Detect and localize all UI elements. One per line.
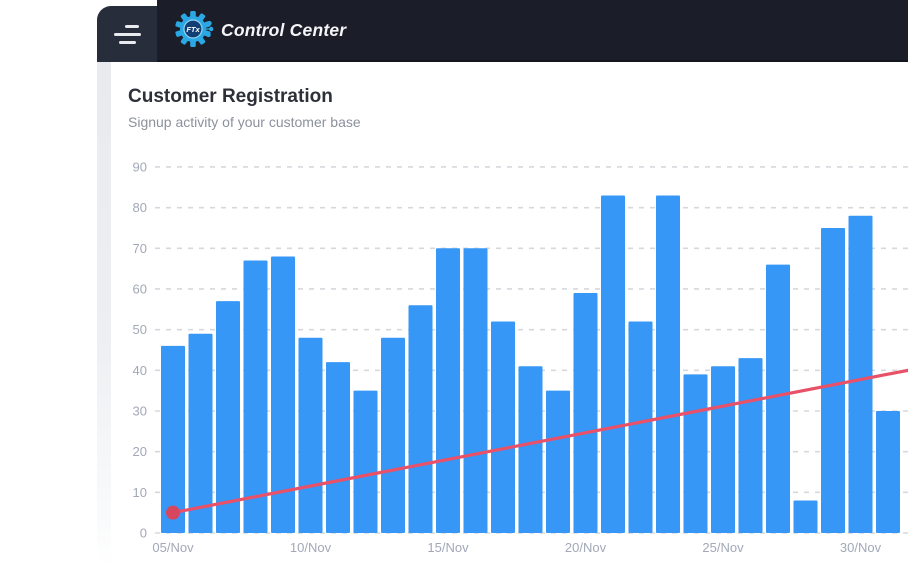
bar [298, 337, 323, 533]
bar [656, 195, 680, 533]
bar [821, 227, 845, 533]
content-area: Customer Registration Signup activity of… [97, 62, 908, 566]
bar [463, 248, 488, 533]
registration-chart-svg: 0 10 20 30 40 50 60 70 80 90 05/Nov 10/Nov 15/Nov 20/… [133, 159, 908, 555]
y-tick-label: 30 [133, 403, 147, 418]
menu-button[interactable] [97, 6, 157, 62]
bar [546, 390, 570, 533]
bar [271, 256, 295, 533]
x-tick-label: 25/Nov [702, 540, 744, 555]
x-tick-label: 05/Nov [152, 540, 194, 555]
bar [628, 321, 653, 533]
trend-start-dot [166, 505, 180, 520]
bar [243, 260, 268, 533]
bar [766, 264, 790, 533]
y-tick-label: 60 [133, 281, 147, 296]
y-tick-label: 0 [140, 526, 147, 541]
bar [711, 366, 735, 533]
bar [436, 248, 460, 533]
bar [161, 345, 185, 533]
registration-chart[interactable]: 0 10 20 30 40 50 60 70 80 90 05/Nov 10/Nov 15/Nov 20/… [125, 158, 908, 562]
bar [491, 321, 515, 533]
gear-logo-icon: FTx [175, 11, 214, 47]
y-tick-label: 50 [133, 322, 147, 337]
page-title: Customer Registration [128, 86, 333, 107]
y-tick-label: 70 [133, 241, 147, 256]
bar [573, 293, 598, 533]
trend-line [171, 368, 908, 515]
y-tick-label: 20 [133, 444, 147, 459]
x-tick-label: 10/Nov [290, 540, 332, 555]
x-tick-label: 30/Nov [840, 540, 882, 555]
x-tick-label: 20/Nov [565, 540, 607, 555]
bar [518, 366, 543, 533]
y-tick-label: 80 [133, 200, 147, 215]
bar [353, 390, 378, 533]
bar [683, 374, 708, 533]
bar [738, 358, 763, 533]
hamburger-icon [113, 24, 141, 44]
brand-bar: FTx Control Center [157, 0, 908, 62]
chart-card: Customer Registration Signup activity of… [111, 62, 908, 566]
y-tick-label: 10 [133, 485, 147, 500]
bar [793, 500, 818, 533]
logo-badge-text: FTx [186, 25, 200, 34]
bar [408, 305, 433, 533]
x-tick-label: 15/Nov [427, 540, 469, 555]
y-tick-label: 90 [133, 159, 147, 174]
y-tick-label: 40 [133, 363, 147, 378]
bar [848, 215, 873, 534]
app-window: FTx Control Center Customer Registration… [97, 0, 908, 566]
brand-name: Control Center [221, 19, 347, 40]
bar [876, 410, 900, 533]
bar [216, 301, 240, 533]
bar [326, 362, 350, 533]
bar [188, 333, 213, 533]
bar [381, 337, 405, 533]
app-header: FTx Control Center [97, 0, 908, 62]
page-subtitle: Signup activity of your customer base [128, 114, 361, 130]
bar [601, 195, 625, 533]
